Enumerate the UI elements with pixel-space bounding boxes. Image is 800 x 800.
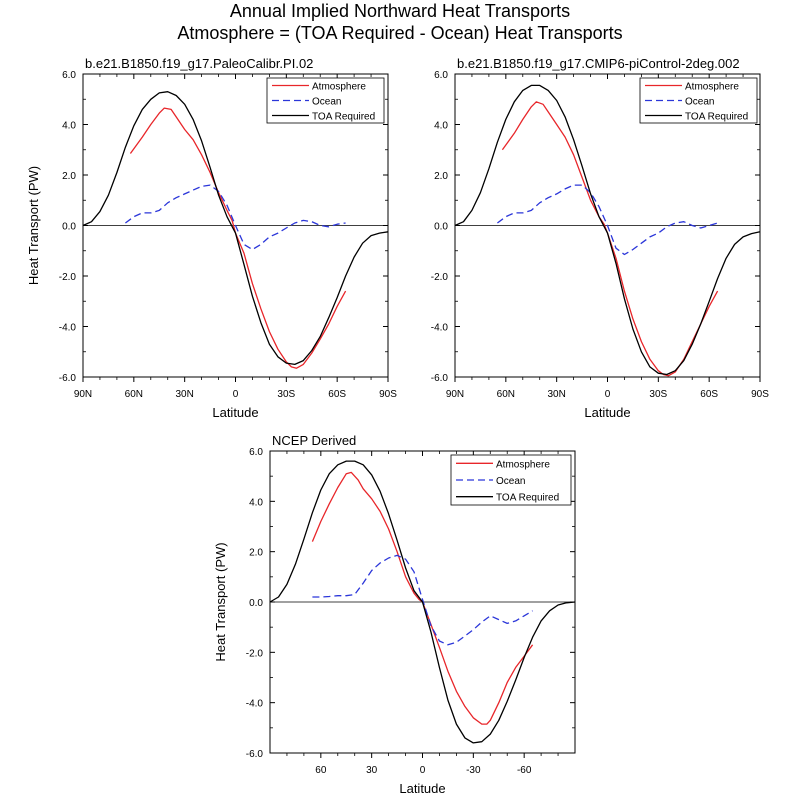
y-tick-label: -4.0: [246, 699, 264, 710]
y-axis-label: Heat Transport (PW): [26, 166, 41, 285]
y-tick-label: 0.0: [62, 222, 76, 233]
x-tick-label: 60N: [497, 389, 515, 400]
x-tick-label: 60S: [328, 389, 346, 400]
y-tick-label: -2.0: [59, 272, 77, 283]
y-tick-label: -4.0: [431, 323, 449, 334]
y-tick-label: 2.0: [434, 171, 448, 182]
y-tick-label: 4.0: [249, 497, 263, 508]
y-tick-label: 6.0: [249, 447, 263, 458]
figure-title: Annual Implied Northward Heat Transports: [229, 1, 571, 21]
x-tick-label: 0: [233, 389, 239, 400]
legend: Atmosphere Ocean TOA Required: [639, 77, 758, 124]
legend-label: TOA Required: [496, 493, 559, 504]
x-axis-label: Latitude: [399, 781, 445, 796]
legend-label: Atmosphere: [312, 82, 366, 93]
series-line-atmosphere: [501, 101, 719, 377]
y-tick-label: -6.0: [431, 373, 449, 384]
x-tick-label: 0: [420, 765, 426, 776]
series-line-atmosphere: [129, 107, 347, 369]
y-tick-label: 6.0: [434, 70, 448, 81]
y-tick-label: 2.0: [249, 548, 263, 559]
legend-label: Ocean: [496, 476, 525, 487]
panel-title: b.e21.B1850.f19_g17.CMIP6-piControl-2deg…: [457, 56, 740, 71]
y-tick-label: 4.0: [62, 121, 76, 132]
y-tick-label: 6.0: [62, 70, 76, 81]
series-line-toa-required: [269, 460, 576, 744]
series-line-ocean: [125, 184, 346, 251]
y-tick-label: -2.0: [431, 272, 449, 283]
series-line-toa-required: [82, 91, 389, 366]
y-tick-label: -4.0: [59, 323, 77, 334]
x-tick-label: 30S: [649, 389, 667, 400]
x-axis-label: Latitude: [584, 405, 630, 420]
x-tick-label: 90N: [74, 389, 92, 400]
legend-label: TOA Required: [312, 112, 375, 123]
legend-label: TOA Required: [685, 112, 748, 123]
legend: Atmosphere Ocean TOA Required: [266, 77, 385, 124]
x-tick-label: 60: [315, 765, 327, 776]
panel-title: NCEP Derived: [272, 433, 356, 448]
legend-label: Ocean: [312, 97, 341, 108]
chart-panel-1: 6.0 4.0 2.0 0.0 -2.0 -4.0 -6.0 90N 60N 30N 0 30S 60S…: [26, 56, 397, 420]
x-tick-label: -30: [466, 765, 481, 776]
x-tick-label: 90S: [379, 389, 397, 400]
x-axis-label: Latitude: [212, 405, 258, 420]
chart-panel-2: 6.0 4.0 2.0 0.0 -2.0 -4.0 -6.0 90N 60N 30N 0 30S 60S…: [431, 56, 769, 420]
x-tick-label: 60S: [700, 389, 718, 400]
y-tick-label: 0.0: [434, 222, 448, 233]
y-axis-label: Heat Transport (PW): [213, 542, 228, 661]
x-tick-label: 30N: [175, 389, 193, 400]
chart-panel-3: 6.0 4.0 2.0 0.0 -2.0 -4.0 -6.0 60 30 0 -30 -60 NCEP …: [213, 433, 576, 796]
y-tick-label: 2.0: [62, 171, 76, 182]
y-tick-label: 0.0: [249, 598, 263, 609]
legend-label: Atmosphere: [496, 459, 550, 470]
y-tick-label: -6.0: [246, 749, 264, 760]
x-tick-label: 90S: [751, 389, 769, 400]
legend-label: Ocean: [685, 97, 714, 108]
x-tick-label: -60: [517, 765, 532, 776]
x-tick-label: 60N: [125, 389, 143, 400]
panel-title: b.e21.B1850.f19_g17.PaleoCalibr.PI.02: [85, 56, 313, 71]
x-tick-label: 30: [366, 765, 378, 776]
legend: Atmosphere Ocean TOA Required: [450, 454, 572, 506]
y-tick-label: 4.0: [434, 121, 448, 132]
figure-subtitle: Atmosphere = (TOA Required - Ocean) Heat…: [177, 23, 623, 43]
x-tick-label: 30N: [547, 389, 565, 400]
y-tick-label: -6.0: [59, 373, 77, 384]
x-tick-label: 90N: [446, 389, 464, 400]
series-line-ocean: [312, 554, 533, 646]
x-tick-label: 30S: [277, 389, 295, 400]
legend-label: Atmosphere: [685, 82, 739, 93]
series-line-ocean: [497, 184, 718, 256]
y-tick-label: -2.0: [246, 648, 264, 659]
series-line-toa-required: [454, 84, 761, 376]
x-tick-label: 0: [605, 389, 611, 400]
